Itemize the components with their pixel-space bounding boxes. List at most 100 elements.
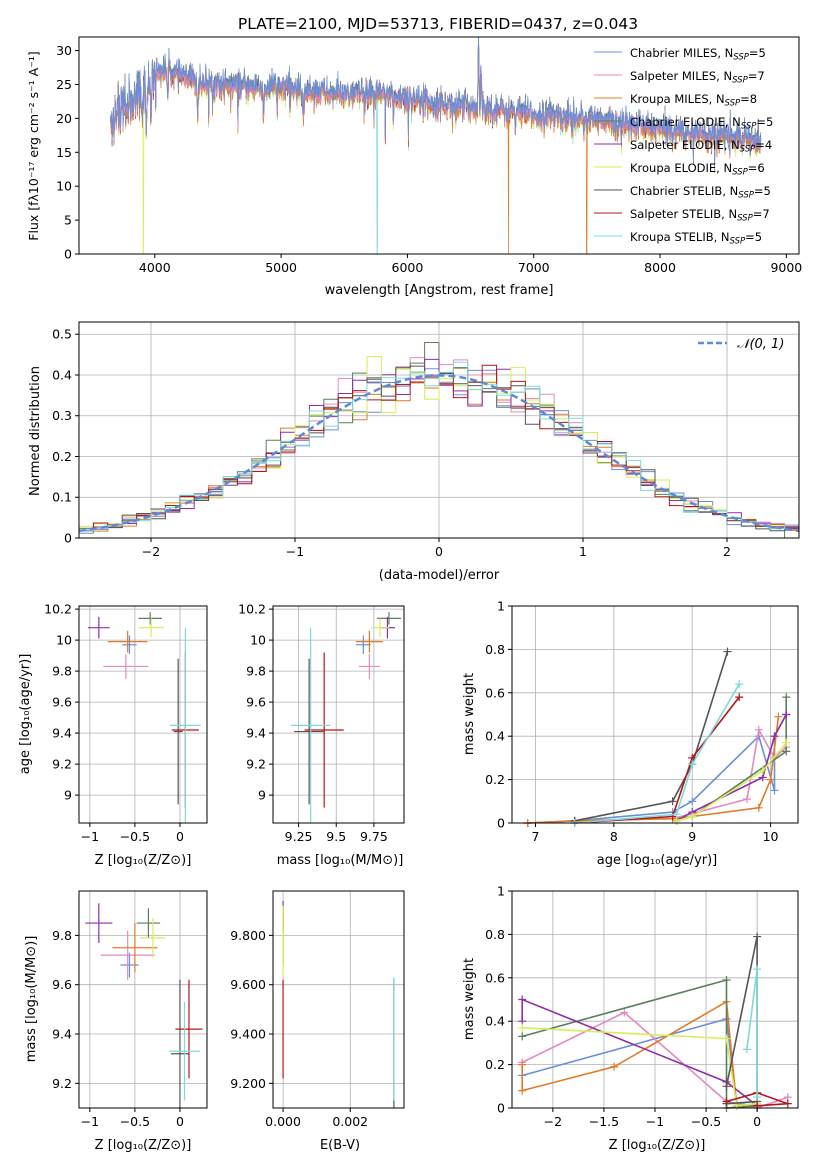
- y-tick-label: 10.2: [44, 602, 72, 617]
- weight-marker-salpeter-elodie: [782, 710, 791, 719]
- y-tick-label: 9.2: [246, 757, 266, 772]
- weight-vs-age-axes-frame: [511, 605, 799, 824]
- spectrum-legend-label: Salpeter ELODIE, NSSP=4: [630, 138, 772, 155]
- weight-marker-kroupa-elodie: [782, 738, 791, 747]
- y-tick-label: 0.8: [485, 642, 505, 657]
- y-tick-label: 9.2: [52, 1076, 72, 1091]
- weight-vs-age-ticks: 7 8 9 10 0 0.2 0.4 0.6 0.8 1: [485, 599, 778, 845]
- mass-vs-metallicity-x-label: Z [log₁₀(Z/Z⊙)]: [95, 1138, 192, 1153]
- weight-vs-age-y-label: mass weight: [462, 673, 477, 755]
- spectrum-legend-label: Salpeter MILES, NSSP=7: [630, 69, 765, 86]
- residuals-ticks: −2 −1 0 1 2 0 0.1 0.2 0.3 0.4 0.5: [52, 327, 731, 559]
- weight-line-chabrier-miles: [527, 714, 787, 824]
- y-tick-label: 25: [56, 77, 72, 92]
- weight-line-salpeter-stelib: [574, 696, 740, 824]
- x-tick-label: 0: [435, 544, 443, 559]
- mass-vs-ebv-ticks: 0.000 0.002 9.200 9.400 9.600 9.800: [230, 928, 368, 1129]
- y-tick-label: 0.1: [52, 490, 72, 505]
- age-vs-mass-x-label: mass [log₁₀(M/M⊙)]: [277, 853, 404, 868]
- mass-vs-ebv-grid: [273, 891, 404, 1108]
- weight-marker-chabrier-stelib: [722, 1082, 731, 1091]
- weight-marker-kroupa-miles: [518, 1086, 527, 1095]
- mass-vs-ebv-axes-frame: [272, 890, 405, 1109]
- x-tick-label: 1: [579, 544, 587, 559]
- x-tick-label: −2: [142, 544, 160, 559]
- y-tick-label: 10: [56, 179, 72, 194]
- weight-marker-kroupa-stelib: [672, 810, 681, 819]
- weight-line-kroupa-elodie: [522, 1026, 758, 1107]
- x-tick-label: 0.002: [332, 1114, 368, 1129]
- weight-line-chabrier-miles: [521, 1017, 758, 1107]
- weight-line-chabrier-elodie: [521, 978, 758, 1109]
- weight-marker-salpeter-miles: [743, 795, 752, 804]
- mass-vs-ebv-plot-area: [282, 900, 395, 1108]
- figure-title: PLATE=2100, MJD=53713, FIBERID=0437, z=0…: [238, 15, 638, 33]
- spectrum-legend-label: Chabrier STELIB, NSSP=5: [630, 184, 771, 201]
- normal-curve-legend-label: 𝒩(0, 1): [737, 337, 784, 352]
- weight-marker-chabrier-elodie: [518, 1032, 527, 1041]
- y-tick-label: 9.800: [230, 928, 266, 943]
- residuals-plot-area: [79, 342, 799, 538]
- y-tick-label: 0.4: [485, 729, 505, 744]
- spectrum-legend-label: Kroupa ELODIE, NSSP=6: [630, 161, 765, 178]
- weight-marker-chabrier-stelib: [723, 647, 732, 656]
- weight-marker-kroupa-elodie: [758, 766, 767, 775]
- weight-line-salpeter-elodie: [676, 714, 787, 822]
- x-tick-label: 8000: [644, 260, 676, 275]
- weight-marker-salpeter-stelib: [783, 1099, 792, 1108]
- spectrum-legend-label: Kroupa STELIB, NSSP=5: [630, 230, 762, 247]
- x-tick-label: 9: [688, 829, 696, 844]
- weight-vs-metallicity-plot-area: [518, 932, 792, 1112]
- spectrum-legend: Chabrier MILES, NSSP=5 Salpeter MILES, NS…: [594, 46, 773, 247]
- x-tick-label: 0: [176, 829, 184, 844]
- weight-vs-metallicity-panel: −2 −1.5 −1 −0.5 0 0 0.2 0.4 0.6 0.8 1 Z [log₁₀(Z/Z…: [462, 884, 799, 1153]
- y-tick-label: 9.8: [246, 664, 266, 679]
- x-tick-label: 8: [610, 829, 618, 844]
- spectrum-legend-label: Chabrier ELODIE, NSSP=5: [630, 115, 773, 132]
- y-tick-label: 0.2: [52, 449, 72, 464]
- x-tick-label: 5000: [265, 260, 297, 275]
- y-tick-label: 0.3: [52, 408, 72, 423]
- weight-line-chabrier-stelib: [574, 651, 729, 822]
- age-vs-metallicity-axes-frame: [78, 605, 208, 824]
- age-vs-metallicity-panel: −1 −0.5 0 9 9.2 9.4 9.6 9.8 10 10.2 Z [log₁₀(Z/Z⊙…: [18, 602, 208, 868]
- weight-marker-chabrier-stelib: [753, 932, 762, 941]
- y-tick-label: 0.6: [485, 685, 505, 700]
- mass-vs-metallicity-axes-frame: [78, 890, 208, 1109]
- y-tick-label: 9: [258, 788, 266, 803]
- spectrum-legend-label: Salpeter STELIB, NSSP=7: [630, 207, 770, 224]
- weight-marker-salpeter-stelib: [735, 693, 744, 702]
- y-tick-label: 9.4: [52, 726, 72, 741]
- y-tick-label: 9.2: [52, 757, 72, 772]
- weight-marker-kroupa-miles: [610, 1062, 619, 1071]
- weight-marker-kroupa-elodie: [688, 812, 697, 821]
- weight-marker-salpeter-elodie: [770, 732, 779, 741]
- spectrum-y-label: Flux [fλ10⁻¹⁷ erg cm⁻² s⁻¹ A⁻¹]: [26, 51, 41, 240]
- mass-vs-ebv-panel: 0.000 0.002 9.200 9.400 9.600 9.800 E(B-V): [230, 890, 405, 1153]
- spectrum-legend-label: Kroupa MILES, NSSP=8: [630, 92, 757, 109]
- mass-vs-metallicity-plot-area: [85, 903, 203, 1108]
- x-tick-label: 0.000: [265, 1114, 301, 1129]
- spectrum-line-chabrier-miles: [110, 37, 762, 167]
- y-tick-label: 9.6: [52, 695, 72, 710]
- x-tick-label: 0: [753, 1114, 761, 1129]
- x-tick-label: −1.5: [589, 1114, 619, 1129]
- x-tick-label: 4000: [139, 260, 171, 275]
- mass-vs-metallicity-ticks: −1 −0.5 0 9.2 9.4 9.6 9.8: [52, 928, 184, 1129]
- x-tick-label: 7000: [518, 260, 550, 275]
- age-vs-mass-axes-frame: [272, 605, 405, 824]
- age-vs-metallicity-y-label: age [log₁₀(age/yr)]: [18, 654, 33, 775]
- x-tick-label: 7: [532, 829, 540, 844]
- weight-marker-kroupa-stelib: [753, 1093, 762, 1102]
- y-tick-label: 20: [56, 111, 72, 126]
- histogram-kroupa-stelib: [79, 361, 799, 532]
- x-tick-label: −1: [81, 829, 99, 844]
- weight-vs-metallicity-x-label: Z [log₁₀(Z/Z⊙)]: [609, 1138, 706, 1153]
- x-tick-label: −1: [286, 544, 304, 559]
- weight-marker-kroupa-miles: [518, 1060, 527, 1069]
- weight-marker-kroupa-stelib: [688, 760, 697, 769]
- weight-vs-age-x-label: age [log₁₀(age/yr)]: [597, 853, 718, 868]
- x-tick-label: −1: [81, 1114, 99, 1129]
- weight-marker-chabrier-elodie: [722, 975, 731, 984]
